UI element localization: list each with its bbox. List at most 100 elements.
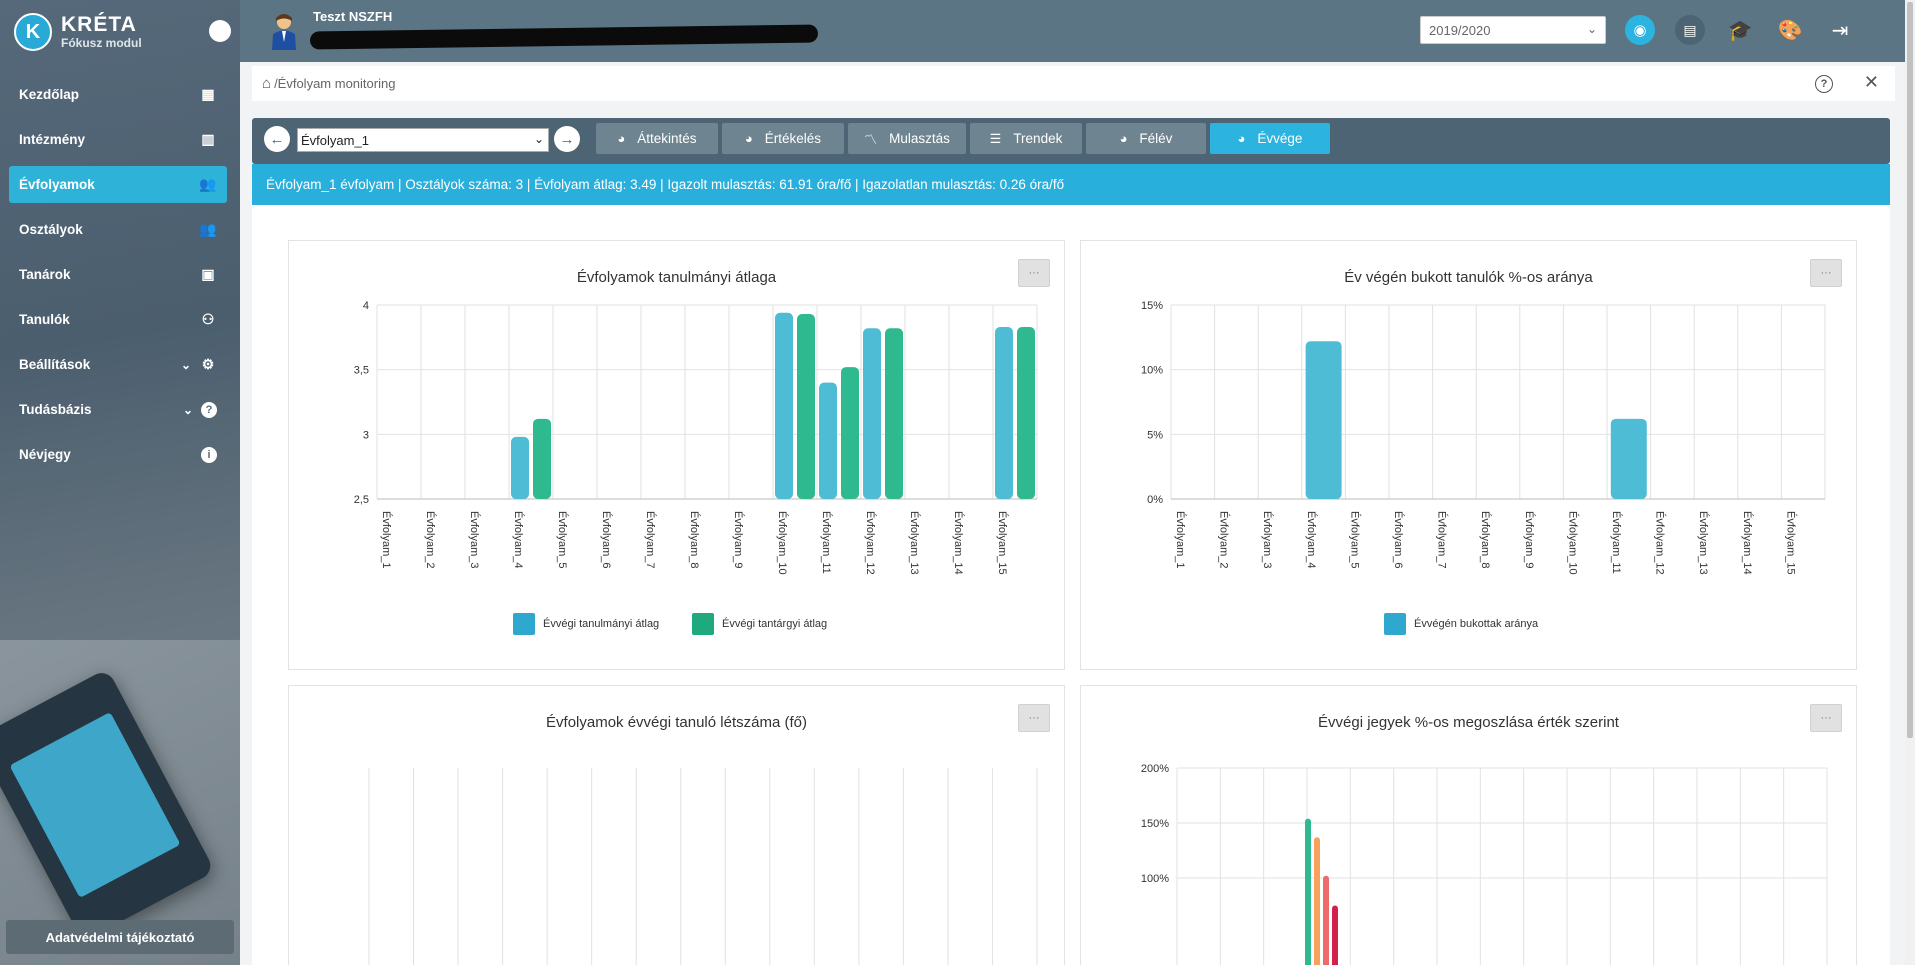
chart-bar: [1610, 418, 1647, 499]
chart-title: Évvégi jegyek %-os megoszlása érték szer…: [1318, 714, 1619, 731]
tab-evvege[interactable]: ◕ Évvége: [1210, 123, 1330, 154]
sidebar-item-label: Tudásbázis: [19, 402, 92, 417]
chart-bar: [1305, 818, 1311, 965]
legend-label: Évvégi tantárgyi átlag: [722, 618, 828, 630]
sidebar-item-tanulok[interactable]: Tanulók ⚇: [9, 301, 227, 338]
breadcrumb: ⌂ /Évfolyam monitoring ? ✕: [252, 66, 1895, 101]
tab-trendek[interactable]: ☰ Trendek: [970, 123, 1082, 154]
graduation-cap-icon[interactable]: 🎓: [1727, 19, 1753, 42]
sidebar-item-osztalyok[interactable]: Osztályok 👥: [9, 211, 227, 248]
chart-bar: [863, 328, 881, 499]
summary-info-bar: Évfolyam_1 évfolyam | Osztályok száma: 3…: [252, 164, 1890, 205]
building-icon: ▥: [201, 131, 215, 147]
avatar[interactable]: [270, 12, 298, 50]
tab-felev[interactable]: ◕ Félév: [1086, 123, 1206, 154]
legend-item[interactable]: Évvégén bukottak aránya: [1384, 613, 1538, 635]
more-options-button[interactable]: ···: [1810, 704, 1842, 732]
y-tick-label: 0%: [1147, 494, 1163, 506]
x-tick-label: Évfolyam_4: [512, 511, 525, 568]
y-tick-label: 100%: [1141, 873, 1169, 885]
next-arrow-icon[interactable]: →: [554, 126, 580, 152]
sidebar-item-label: Tanulók: [19, 312, 70, 327]
kreta-logo-icon: K: [14, 13, 52, 51]
chart-bar: [1017, 326, 1035, 499]
tab-mulasztas[interactable]: 〽 Mulasztás: [848, 123, 966, 154]
brand-module: Fókusz modul: [61, 36, 142, 50]
chevron-down-icon: ⌄: [1586, 22, 1597, 36]
sidebar-item-tudasbazis[interactable]: Tudásbázis ⌄?: [9, 391, 227, 428]
more-options-button[interactable]: ···: [1018, 259, 1050, 287]
sidebar-toggle[interactable]: [209, 20, 231, 42]
chart-svg: 15% 10% 5% 0% Évfolyam_1 Évfolyam_2 Évfolyam_3…: [1141, 300, 1826, 575]
x-tick-label: Évfolyam_3: [1261, 511, 1274, 568]
sidebar-item-beallitasok[interactable]: Beállítások ⌄ ⚙: [9, 346, 227, 383]
chart-title: Évfolyamok évvégi tanuló létszáma (fő): [546, 714, 807, 731]
x-tick-label: Évfolyam_9: [1523, 511, 1536, 568]
eye-off-icon[interactable]: ◉: [1625, 15, 1655, 45]
y-tick-label: 150%: [1141, 818, 1169, 830]
chart-bar: [511, 436, 529, 499]
sidebar-item-kezdolap[interactable]: Kezdőlap ▦: [9, 76, 227, 113]
x-tick-label: Évfolyam_12: [1654, 511, 1667, 575]
sidebar-item-label: Évfolyamok: [19, 177, 95, 192]
more-options-button[interactable]: ···: [1810, 259, 1842, 287]
school-year-select[interactable]: 2019/2020 ⌄: [1420, 16, 1606, 44]
home-icon[interactable]: ⌂: [262, 75, 272, 92]
y-tick-label: 3: [363, 429, 369, 441]
chart-bar: [1323, 875, 1329, 965]
chevron-down-icon: ⌄: [180, 357, 191, 372]
main-content: Évfolyamok tanulmányi átlaga ··· 4 3,5 3 2,…: [252, 205, 1890, 965]
palette-icon[interactable]: 🎨: [1777, 19, 1803, 42]
tab-ertekeles[interactable]: ◕ Értékelés: [722, 123, 844, 154]
chart-bar: [1314, 837, 1320, 965]
legend-label: Évvégén bukottak aránya: [1414, 618, 1539, 630]
x-tick-label: Évfolyam_1: [1174, 511, 1187, 568]
legend-item[interactable]: Évvégi tantárgyi átlag: [692, 613, 827, 635]
x-tick-label: Évfolyam_5: [1348, 511, 1361, 568]
x-tick-label: Évfolyam_4: [1305, 511, 1318, 568]
sidebar-item-tanarok[interactable]: Tanárok ▣: [9, 256, 227, 293]
logout-icon[interactable]: ⇥: [1831, 19, 1849, 42]
x-tick-label: Évfolyam_13: [1697, 511, 1710, 575]
scrollbar[interactable]: [1905, 0, 1915, 965]
brand[interactable]: K KRÉTA Fókusz modul: [14, 10, 142, 54]
sidebar-item-label: Tanárok: [19, 267, 71, 282]
chevron-down-icon: ⌄: [182, 402, 193, 417]
x-tick-label: Évfolyam_7: [1436, 511, 1449, 568]
x-tick-label: Évfolyam_14: [1741, 511, 1754, 575]
chart-bar: [533, 418, 551, 499]
close-icon[interactable]: ✕: [1863, 72, 1879, 92]
sidebar-nav: Kezdőlap ▦ Intézmény ▥ Évfolyamok 👥 Osztály…: [9, 76, 227, 481]
chart-panel-jegyek-megoszlas: Évvégi jegyek %-os megoszlása érték szer…: [1080, 685, 1857, 965]
redacted-text: [309, 24, 819, 50]
group-icon: 👥: [199, 221, 217, 237]
legend-label: Évvégi tanulmányi átlag: [543, 618, 660, 630]
x-tick-label: Évfolyam_10: [776, 511, 789, 575]
info-icon: i: [201, 446, 217, 463]
chart-panel-letszam: Évfolyamok évvégi tanuló létszáma (fő) ·…: [288, 685, 1065, 965]
group-icon: 👥: [199, 176, 217, 192]
x-tick-label: Évfolyam_8: [688, 511, 701, 568]
tab-attekintes[interactable]: ◕ Áttekintés: [596, 123, 718, 154]
help-icon[interactable]: ?: [1815, 75, 1833, 93]
privacy-button[interactable]: Adatvédelmi tájékoztató: [6, 920, 234, 954]
tab-label: Áttekintés: [637, 131, 697, 146]
chart-title: Évfolyamok tanulmányi átlaga: [576, 269, 777, 286]
scrollbar-thumb[interactable]: [1907, 2, 1913, 738]
y-tick-label: 4: [363, 300, 369, 312]
x-tick-label: Évfolyam_6: [600, 511, 613, 568]
x-tick-label: Évfolyam_15: [1784, 511, 1797, 575]
evfolyam-select[interactable]: Évfolyam_1 ⌄: [297, 128, 549, 152]
x-tick-label: Évfolyam_11: [1610, 511, 1623, 574]
more-options-button[interactable]: ···: [1018, 704, 1050, 732]
previous-arrow-icon[interactable]: ←: [264, 126, 290, 152]
legend-item[interactable]: Évvégi tanulmányi átlag: [513, 613, 659, 635]
id-card-icon[interactable]: ▤: [1675, 15, 1705, 45]
y-tick-label: 2,5: [354, 494, 369, 506]
sidebar-item-evfolyamok[interactable]: Évfolyamok 👥: [9, 166, 227, 203]
sidebar-item-intezmeny[interactable]: Intézmény ▥: [9, 121, 227, 158]
sidebar-item-nevjegy[interactable]: Névjegy i: [9, 436, 227, 473]
y-tick-label: 200%: [1141, 763, 1169, 775]
contact-card-icon: ▣: [201, 266, 215, 282]
pie-icon: ◕: [1237, 131, 1246, 146]
